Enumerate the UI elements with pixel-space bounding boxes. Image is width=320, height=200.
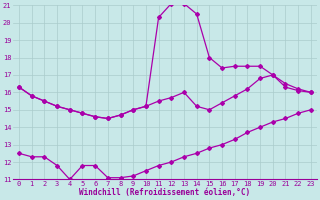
X-axis label: Windchill (Refroidissement éolien,°C): Windchill (Refroidissement éolien,°C) bbox=[79, 188, 251, 197]
